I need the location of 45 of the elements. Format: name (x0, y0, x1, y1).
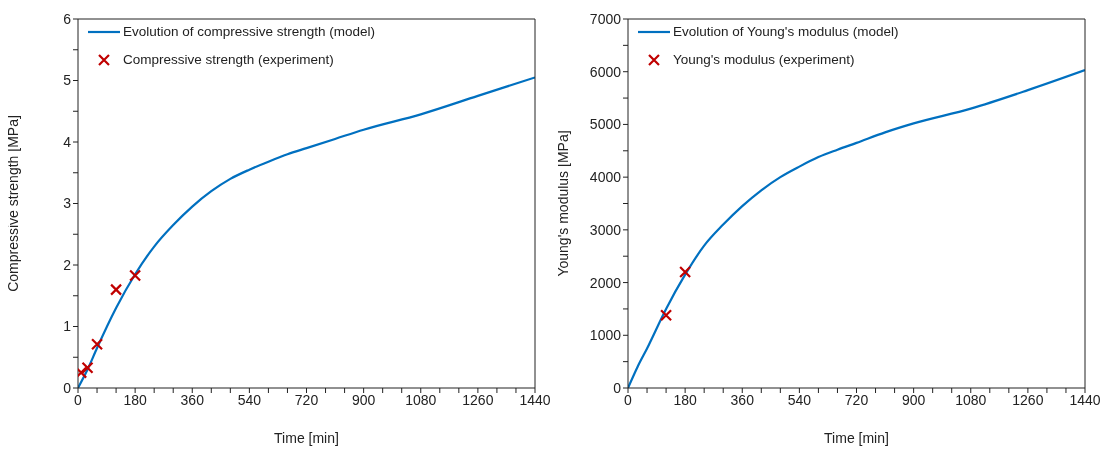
x-tick-label: 0 (624, 391, 633, 408)
x-tick-label: 1440 (1069, 391, 1101, 408)
x-tick-label: 1080 (955, 391, 987, 408)
x-tick-label: 0 (74, 391, 83, 408)
x-tick-label: 1440 (519, 391, 551, 408)
point (129, 269, 142, 282)
y-tick-label: 3000 (589, 221, 622, 238)
x-tick-label: 540 (787, 391, 812, 408)
y-tick-label: 5000 (589, 116, 622, 133)
y-tick-label: 1 (63, 318, 72, 335)
x-tick-label: 360 (180, 391, 205, 408)
y-tick-label: 2000 (589, 274, 622, 291)
x-tick-label: 1260 (1012, 391, 1044, 408)
y-tick-label: 6000 (589, 63, 622, 80)
x-tick-label: 720 (844, 391, 869, 408)
y-tick-label: 6 (63, 10, 72, 27)
legend-label: Young's modulus (experiment) (673, 51, 855, 69)
point (81, 361, 94, 374)
y-tick-label: 0 (613, 379, 622, 396)
x-tick-label: 900 (351, 391, 376, 408)
x-axis-title: Time [min] (824, 430, 889, 446)
x-tick-label: 900 (901, 391, 926, 408)
y-tick-label: 5 (63, 72, 72, 89)
x-tick-label: 180 (123, 391, 148, 408)
x-tick-label: 1080 (405, 391, 437, 408)
point (109, 283, 123, 296)
y-tick-label: 4 (63, 133, 72, 150)
y-axis-title: Compressive strength [MPa] (4, 115, 21, 292)
y-tick-label: 1000 (589, 327, 622, 344)
y-tick-label: 7000 (589, 10, 622, 27)
point (90, 338, 104, 351)
x-tick-label: 360 (730, 391, 755, 408)
x-tick-label: 720 (294, 391, 319, 408)
y-tick-label: 0 (63, 379, 72, 396)
x-tick-label: 540 (237, 391, 262, 408)
y-axis-title: Young's modulus [MPa] (554, 130, 571, 277)
y-tick-label: 3 (63, 195, 72, 212)
x-tick-label: 1260 (462, 391, 494, 408)
y-tick-label: 4000 (589, 169, 622, 186)
legend-label: Evolution of compressive strength (model) (123, 23, 376, 41)
y-tick-label: 2 (63, 256, 72, 273)
legend-label: Evolution of Young's modulus (model) (673, 23, 899, 41)
legend-label: Compressive strength (experiment) (123, 51, 334, 69)
x-tick-label: 180 (673, 391, 698, 408)
x-axis-title: Time [min] (274, 430, 339, 446)
